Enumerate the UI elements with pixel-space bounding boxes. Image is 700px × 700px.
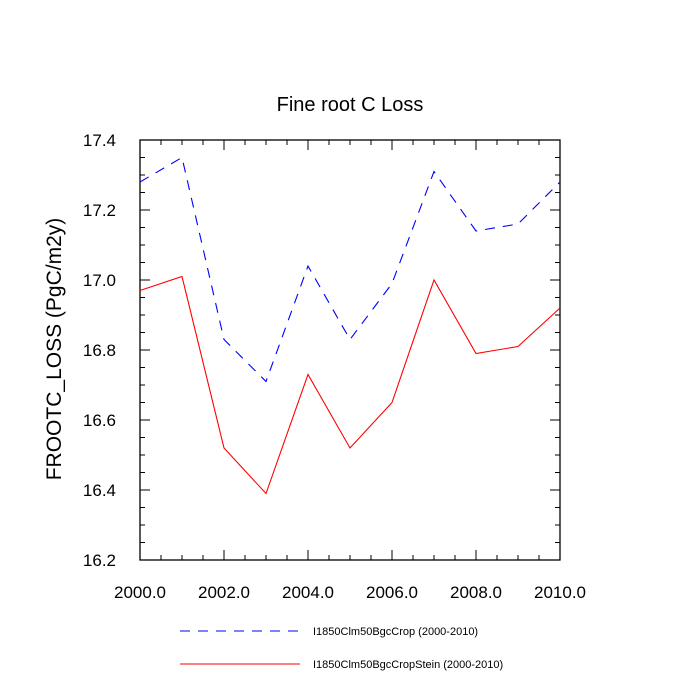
y-tick-label: 16.8 — [83, 341, 116, 360]
y-tick-label: 16.2 — [83, 551, 116, 570]
legend-label-1: I1850Clm50BgcCrop (2000-2010) — [313, 626, 478, 638]
y-axis-label: FROOTC_LOSS (PgC/m2y) — [43, 218, 66, 481]
y-tick-label: 17.2 — [83, 201, 116, 220]
y-tick-label: 16.6 — [83, 411, 116, 430]
x-tick-label: 2004.0 — [282, 583, 334, 602]
series-line-2 — [139, 275, 561, 495]
y-tick-label: 17.0 — [83, 271, 116, 290]
x-tick-label: 2006.0 — [366, 583, 418, 602]
x-tick-label: 2010.0 — [534, 583, 586, 602]
x-tick-label: 2008.0 — [450, 583, 502, 602]
series-line-1 — [139, 156, 561, 383]
x-tick-label: 2002.0 — [198, 583, 250, 602]
chart-title: Fine root C Loss — [277, 94, 424, 116]
y-tick-label: 17.4 — [83, 131, 116, 150]
x-tick-label: 2000.0 — [114, 583, 166, 602]
y-tick-label: 16.4 — [83, 481, 116, 500]
legend-label-2: I1850Clm50BgcCropStein (2000-2010) — [313, 659, 503, 671]
